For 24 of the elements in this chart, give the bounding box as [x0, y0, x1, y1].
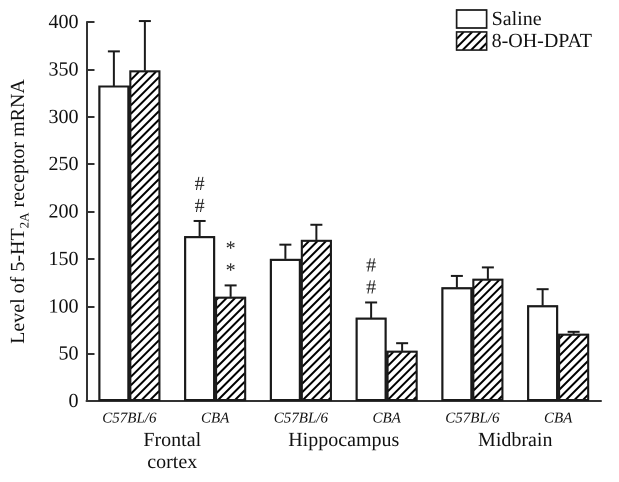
y-tick-label: 250 — [48, 153, 78, 176]
data-label: # # — [194, 172, 205, 217]
y-tick-label: 100 — [48, 295, 78, 318]
y-tick-label: 350 — [48, 58, 78, 80]
x-tick-label: CBA — [200, 410, 230, 426]
text: Frontal cortex — [143, 429, 202, 473]
x-tick-label: C57BL/6 — [102, 410, 157, 426]
y-tick-label: 50 — [58, 342, 78, 365]
data-label: # # — [366, 254, 376, 298]
y-tick-label: 400 — [48, 11, 78, 33]
text: Midbrain — [478, 429, 552, 451]
y-tick-label: 200 — [48, 200, 78, 222]
legend-label: 8-OH-DPAT — [492, 30, 592, 52]
y-tick-label: 0 — [68, 390, 78, 412]
x-tick-label: C57BL/6 — [445, 410, 500, 426]
y-tick-label: 300 — [48, 106, 78, 128]
y-tick-label: 150 — [48, 248, 78, 270]
y-axis-title: Level of 5-HT2A receptor mRNA — [7, 78, 32, 344]
legend-label: Saline — [492, 8, 542, 30]
x-tick-label: C57BL/6 — [274, 410, 328, 426]
x-tick-label: CBA — [544, 410, 574, 426]
x-tick-label: CBA — [372, 410, 402, 426]
text: Hippocampus — [288, 429, 400, 451]
data-label: * * — [226, 237, 236, 282]
